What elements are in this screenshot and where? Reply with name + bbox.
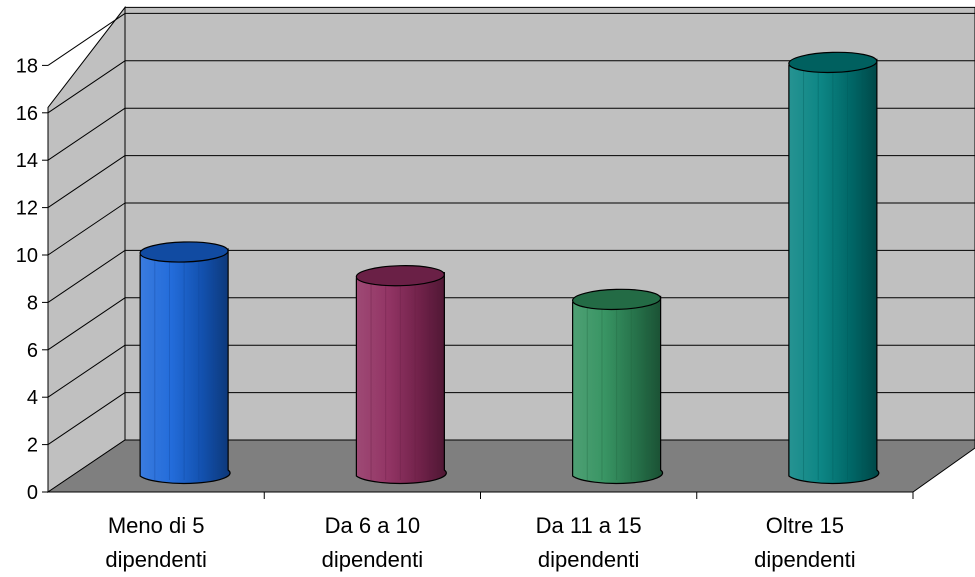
y-tick-label: 14 — [16, 150, 38, 172]
gridline-side — [47, 344, 126, 398]
y-tick-label: 0 — [27, 482, 38, 504]
y-tick-label: 12 — [16, 198, 38, 220]
bar-top — [139, 241, 229, 263]
x-category-label-line: Da 6 a 10 — [325, 513, 420, 538]
y-tick-label: 2 — [27, 435, 38, 457]
chart-walls — [47, 5, 975, 493]
x-category-label-line: dipendenti — [105, 547, 207, 572]
bars — [139, 51, 880, 485]
bar-3 — [788, 51, 880, 485]
bar-body — [572, 295, 664, 485]
side-wall — [47, 5, 126, 493]
gridline-side — [47, 392, 126, 446]
bar-body — [139, 248, 231, 485]
x-category-label-line: dipendenti — [538, 547, 640, 572]
y-tick-label: 16 — [16, 103, 38, 125]
y-tick-label: 18 — [16, 55, 38, 77]
y-tick-label: 6 — [27, 340, 38, 362]
x-category-label-line: Oltre 15 — [766, 513, 844, 538]
x-category-label-line: Meno di 5 — [108, 513, 205, 538]
bar-top — [788, 51, 878, 74]
x-category-label-line: dipendenti — [322, 547, 424, 572]
y-tick-label: 8 — [27, 292, 38, 314]
bar-1 — [355, 265, 447, 485]
bar-top — [355, 265, 445, 287]
y-tick-label: 4 — [27, 387, 38, 409]
gridline-side — [47, 60, 126, 114]
x-category-label: Da 6 a 10 dipendenti — [322, 513, 424, 572]
bar-top — [571, 288, 662, 311]
y-tick-label: 10 — [16, 245, 38, 267]
x-category-label: Da 11 a 15 dipendenti — [536, 513, 642, 572]
x-category-label-line: Da 11 a 15 — [536, 513, 642, 538]
bar-body — [788, 58, 880, 485]
gridline-side — [47, 12, 126, 66]
x-category-label: Oltre 15 dipendenti — [754, 513, 856, 572]
x-category-label-line: dipendenti — [754, 547, 856, 572]
gridline-side — [47, 297, 126, 351]
bar-2 — [571, 288, 664, 485]
bar-0 — [139, 241, 231, 485]
axes — [47, 107, 914, 499]
bar-body — [355, 272, 447, 485]
x-category-label: Meno di 5 dipendenti — [105, 513, 207, 572]
gridline-side — [47, 202, 126, 256]
gridline-side — [47, 107, 126, 161]
y-axis-ticks: 0 2 4 6 8 10 12 14 16 18 — [16, 55, 48, 504]
gridline-side — [47, 155, 126, 209]
gridline-side — [47, 249, 126, 303]
